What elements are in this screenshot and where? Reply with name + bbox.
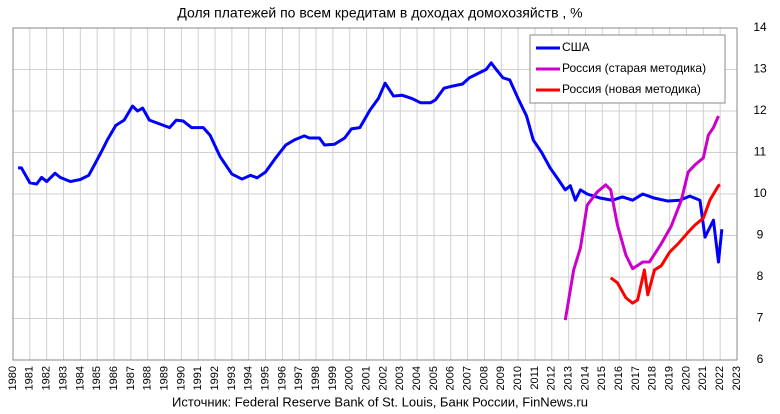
x-tick-label: 1999 xyxy=(327,366,339,390)
x-tick-label: 2020 xyxy=(680,366,692,390)
x-tick-label: 2002 xyxy=(377,366,389,390)
legend-label: Россия (старая методика) xyxy=(562,61,706,75)
y-tick-label: 11 xyxy=(754,145,767,159)
y-tick-label: 9 xyxy=(757,228,764,242)
legend-box xyxy=(529,34,726,104)
x-tick-label: 1998 xyxy=(310,366,322,390)
line-series xyxy=(18,61,724,264)
x-tick-label: 1984 xyxy=(74,366,86,390)
x-tick-label: 2008 xyxy=(478,366,490,390)
x-tick-label: 2012 xyxy=(546,366,558,390)
x-tick-label: 2016 xyxy=(613,366,625,390)
x-tick-label: 1980 xyxy=(7,366,19,390)
legend-label: США xyxy=(562,40,590,54)
x-tick-label: 2017 xyxy=(630,366,642,390)
x-tick-label: 2023 xyxy=(731,366,743,390)
y-tick-label: 14 xyxy=(753,20,767,34)
x-tick-label: 1994 xyxy=(243,366,255,390)
x-tick-label: 2005 xyxy=(428,366,440,390)
x-tick-label: 2009 xyxy=(495,366,507,390)
x-tick-label: 1988 xyxy=(142,366,154,390)
x-tick-label: 1989 xyxy=(158,366,170,390)
x-tick-label: 1996 xyxy=(276,366,288,390)
x-tick-label: 2021 xyxy=(697,366,709,390)
y-tick-label: 7 xyxy=(757,311,764,325)
legend-label: Россия (новая методика) xyxy=(562,82,701,96)
x-tick-label: 2001 xyxy=(360,366,372,390)
x-tick-label: 1987 xyxy=(125,366,137,390)
line-series xyxy=(609,183,721,305)
source-note: Источник: Federal Reserve Bank of St. Lo… xyxy=(172,394,588,409)
x-tick-label: 2000 xyxy=(344,366,356,390)
x-tick-label: 2010 xyxy=(512,366,524,390)
x-tick-label: 2015 xyxy=(596,366,608,390)
line-series xyxy=(563,115,720,321)
x-tick-label: 1991 xyxy=(192,366,204,390)
x-tick-label: 1982 xyxy=(41,366,53,390)
x-tick-label: 2013 xyxy=(563,366,575,390)
x-tick-label: 1990 xyxy=(175,366,187,390)
x-tick-label: 2019 xyxy=(664,366,676,390)
x-tick-label: 2006 xyxy=(445,366,457,390)
y-tick-label: 13 xyxy=(753,62,767,76)
x-tick-label: 2011 xyxy=(529,366,541,390)
x-tick-label: 1997 xyxy=(293,366,305,390)
y-tick-label: 12 xyxy=(753,103,767,117)
y-tick-label: 10 xyxy=(753,186,767,200)
x-tick-label: 1993 xyxy=(226,366,238,390)
x-tick-label: 2004 xyxy=(411,366,423,390)
x-tick-label: 2018 xyxy=(647,366,659,390)
x-tick-label: 1985 xyxy=(91,366,103,390)
x-tick-label: 2007 xyxy=(462,366,474,390)
x-tick-label: 1986 xyxy=(108,366,120,390)
y-tick-label: 8 xyxy=(757,269,764,283)
x-tick-label: 2003 xyxy=(394,366,406,390)
chart-title: Доля платежей по всем кредитам в доходах… xyxy=(177,5,582,21)
x-tick-label: 2014 xyxy=(579,366,591,390)
x-tick-label: 1992 xyxy=(209,366,221,390)
y-tick-label: 6 xyxy=(757,352,764,366)
plot-frame xyxy=(12,27,738,361)
x-tick-label: 2022 xyxy=(714,366,726,390)
x-tick-label: 1995 xyxy=(259,366,271,390)
x-tick-label: 1983 xyxy=(57,366,69,390)
x-tick-label: 1981 xyxy=(24,366,36,390)
